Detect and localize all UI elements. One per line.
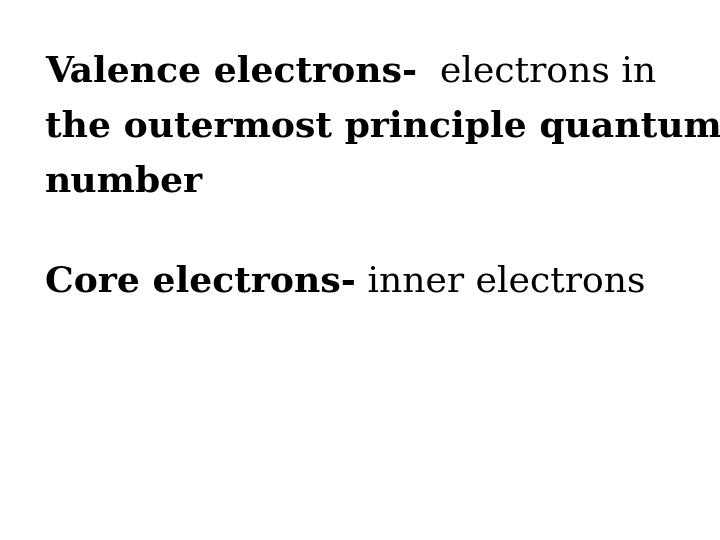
Text: Core electrons-: Core electrons- — [45, 265, 356, 299]
Text: number: number — [45, 165, 203, 199]
Text: electrons in: electrons in — [417, 55, 656, 89]
Text: inner electrons: inner electrons — [356, 265, 645, 299]
Text: the outermost principle quantum: the outermost principle quantum — [45, 110, 720, 144]
Text: Valence electrons-: Valence electrons- — [45, 55, 417, 89]
